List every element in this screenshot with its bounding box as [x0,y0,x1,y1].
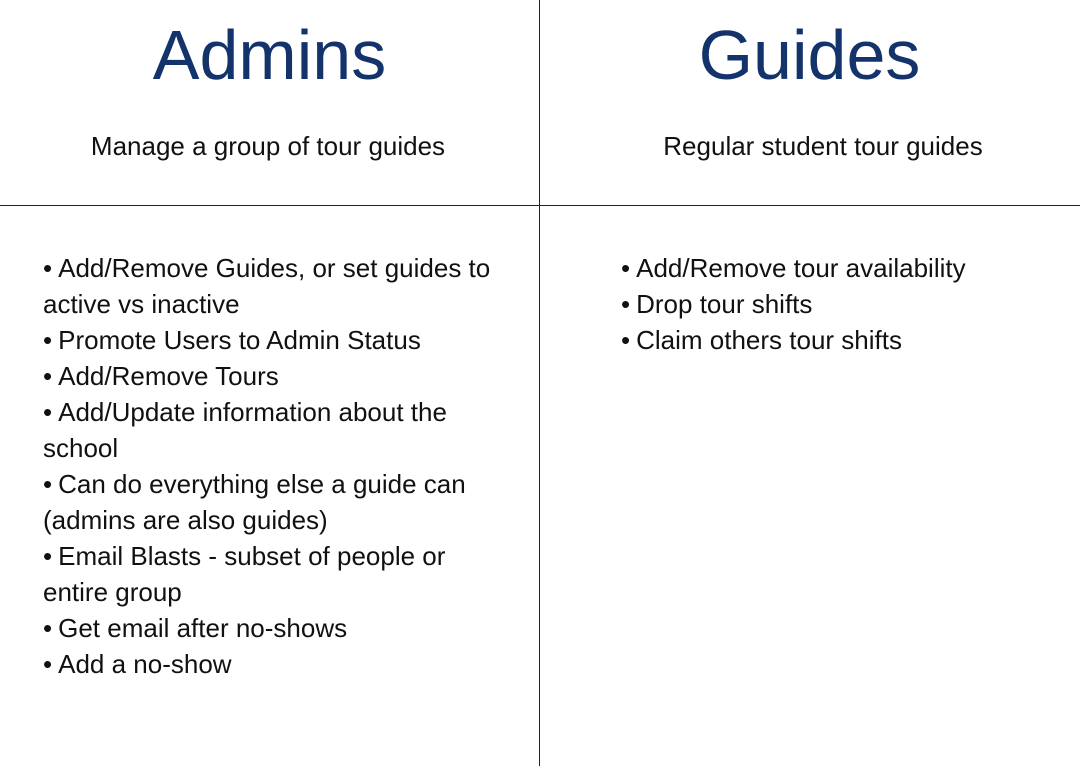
list-item: • Add/Update information about the school [43,394,513,466]
list-item: • Claim others tour shifts [621,322,1061,358]
list-item: • Add a no-show [43,646,513,682]
horizontal-divider [0,205,1080,206]
list-item-text: Claim others tour shifts [636,325,902,355]
list-item-text: Get email after no-shows [58,613,348,643]
list-item-text: Drop tour shifts [636,289,813,319]
bullet-icon: • [43,613,53,643]
list-item-text: Add a no-show [58,649,232,679]
list-item-text: Add/Remove Tours [58,361,279,391]
list-item: • Promote Users to Admin Status [43,322,513,358]
list-item: • Email Blasts - subset of people or enti… [43,538,513,610]
bullet-icon: • [43,361,53,391]
guides-heading: Guides [698,16,921,94]
vertical-divider [539,0,540,766]
bullet-icon: • [43,325,53,355]
list-item: • Add/Remove Tours [43,358,513,394]
admins-subtitle: Manage a group of tour guides [90,131,446,161]
guides-subtitle: Regular student tour guides [663,131,983,161]
list-item: • Add/Remove tour availability [621,250,1061,286]
bullet-icon: • [43,469,53,499]
list-item: • Get email after no-shows [43,610,513,646]
bullet-icon: • [43,253,53,283]
list-item: • Add/Remove Guides, or set guides to act… [43,250,513,322]
bullet-icon: • [621,289,631,319]
list-item-text: Add/Remove tour availability [636,253,966,283]
list-item-text: Add/Update information about the school [43,397,447,463]
bullet-icon: • [43,541,53,571]
bullet-icon: • [43,649,53,679]
bullet-icon: • [43,397,53,427]
list-item: • Can do everything else a guide can (adm… [43,466,513,538]
list-item-text: Promote Users to Admin Status [58,325,421,355]
bullet-icon: • [621,253,631,283]
list-item-text: Add/Remove Guides, or set guides to acti… [43,253,491,319]
list-item-text: Can do everything else a guide can (admi… [43,469,466,535]
admins-capabilities-list: • Add/Remove Guides, or set guides to act… [43,250,513,682]
list-item: • Drop tour shifts [621,286,1061,322]
guides-capabilities-list: • Add/Remove tour availability • Drop tour… [621,250,1061,358]
admins-heading: Admins [152,16,387,94]
list-item-text: Email Blasts - subset of people or entir… [43,541,446,607]
bullet-icon: • [621,325,631,355]
